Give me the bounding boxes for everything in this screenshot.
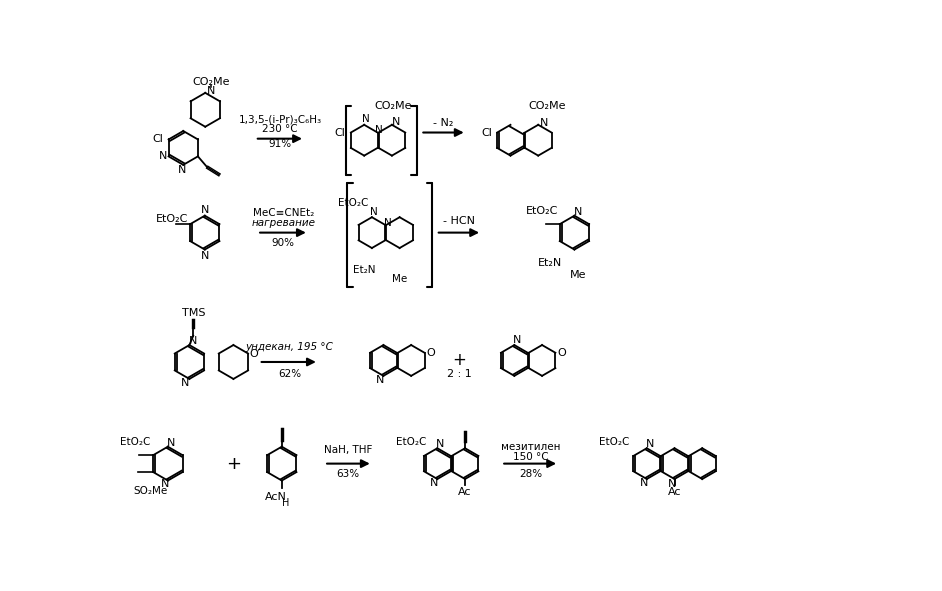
- Text: N: N: [436, 439, 445, 449]
- Text: O: O: [557, 348, 566, 358]
- Text: N: N: [376, 375, 384, 385]
- Text: EtO₂C: EtO₂C: [599, 437, 629, 447]
- Text: Me: Me: [392, 274, 407, 284]
- Text: N: N: [640, 478, 648, 488]
- Text: N: N: [645, 439, 654, 449]
- Text: EtO₂C: EtO₂C: [156, 214, 188, 224]
- Text: N: N: [201, 204, 209, 215]
- Text: Et₂N: Et₂N: [353, 265, 376, 275]
- Text: 2 : 1: 2 : 1: [447, 369, 471, 379]
- Text: N: N: [182, 378, 189, 388]
- Text: N: N: [189, 336, 198, 346]
- Text: Me: Me: [570, 270, 587, 280]
- Text: Et₂N: Et₂N: [538, 258, 561, 268]
- Text: N: N: [392, 117, 400, 126]
- Text: NaH, THF: NaH, THF: [324, 445, 372, 454]
- Text: MeC≡CNEt₂: MeC≡CNEt₂: [252, 207, 314, 217]
- Text: SO₂Me: SO₂Me: [134, 486, 168, 496]
- Text: +: +: [452, 352, 466, 369]
- Text: 1,3,5-(i-Pr)₃C₆H₃: 1,3,5-(i-Pr)₃C₆H₃: [238, 115, 322, 125]
- Text: Cl: Cl: [334, 128, 346, 138]
- Text: 90%: 90%: [272, 238, 295, 248]
- Text: N: N: [178, 165, 187, 176]
- Text: N: N: [167, 438, 175, 448]
- Text: N: N: [160, 479, 169, 489]
- Text: Ac: Ac: [668, 487, 681, 497]
- Text: 63%: 63%: [336, 469, 360, 479]
- Text: Ac: Ac: [459, 487, 472, 497]
- Text: 28%: 28%: [519, 469, 542, 479]
- Text: Cl: Cl: [153, 134, 163, 144]
- Text: N: N: [159, 151, 168, 161]
- Text: TMS: TMS: [182, 308, 205, 318]
- Text: EtO₂C: EtO₂C: [526, 206, 559, 216]
- Text: CO₂Me: CO₂Me: [193, 77, 230, 87]
- Text: N: N: [574, 207, 582, 217]
- Text: 230 °C: 230 °C: [263, 125, 298, 134]
- Text: N: N: [540, 118, 548, 128]
- Text: N: N: [369, 207, 378, 217]
- Text: +: +: [227, 454, 241, 473]
- Text: - N₂: - N₂: [433, 118, 454, 128]
- Text: N: N: [201, 251, 209, 261]
- Text: - HCN: - HCN: [443, 216, 475, 226]
- Text: AcN: AcN: [265, 492, 286, 502]
- Text: 91%: 91%: [268, 139, 292, 149]
- Text: N: N: [207, 86, 216, 96]
- Text: 62%: 62%: [278, 369, 301, 378]
- Text: N: N: [668, 479, 676, 489]
- Text: N: N: [384, 219, 392, 228]
- Text: CO₂Me: CO₂Me: [375, 100, 413, 111]
- Text: O: O: [250, 349, 259, 359]
- Text: мезитилен: мезитилен: [501, 441, 560, 452]
- Text: Cl: Cl: [481, 128, 492, 138]
- Text: N: N: [513, 336, 522, 345]
- Text: H: H: [282, 498, 289, 508]
- Text: 150 °C: 150 °C: [512, 452, 548, 462]
- Text: CO₂Me: CO₂Me: [528, 100, 566, 111]
- Text: нагревание: нагревание: [252, 217, 316, 228]
- Text: N: N: [430, 478, 438, 488]
- Text: EtO₂C: EtO₂C: [396, 437, 427, 447]
- Text: O: O: [427, 348, 435, 358]
- Text: ундекан, 195 °C: ундекан, 195 °C: [246, 342, 333, 352]
- Text: N: N: [375, 125, 383, 135]
- Text: EtO₂C: EtO₂C: [338, 199, 368, 209]
- Text: N: N: [362, 115, 369, 125]
- Text: EtO₂C: EtO₂C: [121, 437, 151, 447]
